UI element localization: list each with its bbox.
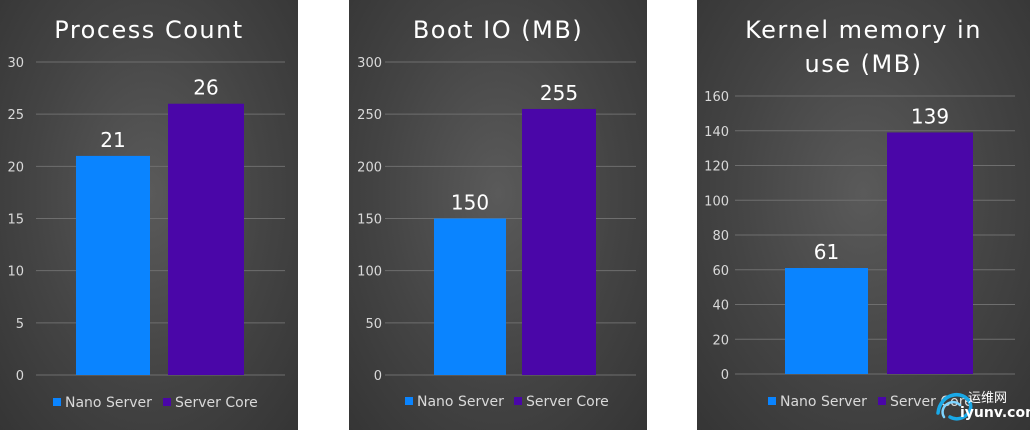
- chart-process-count: Process Count 0 5 10 15 20 25 30 21 26 Nano Server…: [7, 16, 285, 411]
- legend-label-nano-server: Nano Server: [417, 394, 504, 410]
- chart-title: Process Count: [54, 16, 243, 44]
- y-tick-label: 80: [712, 229, 729, 244]
- legend-swatch-server-core: [878, 397, 886, 405]
- y-tick-label: 160: [704, 90, 729, 105]
- swirl-logo-icon: [936, 392, 973, 421]
- legend-swatch-server-core: [163, 398, 171, 406]
- y-tick-label: 25: [7, 108, 24, 123]
- data-label-nano-server: 61: [814, 240, 839, 264]
- y-tick-label: 50: [365, 317, 382, 332]
- y-tick-label: 0: [721, 368, 729, 383]
- y-tick-label: 20: [712, 333, 729, 348]
- chart-title: Boot IO (MB): [413, 16, 583, 44]
- watermark-text-en: iyunv.com: [960, 405, 1030, 421]
- bar-server-core: [168, 103, 244, 375]
- legend-swatch-server-core: [514, 397, 522, 405]
- y-tick-label: 60: [712, 264, 729, 279]
- y-tick-label: 0: [16, 369, 24, 384]
- y-tick-label: 30: [7, 56, 24, 71]
- data-label-server-core: 255: [540, 81, 578, 105]
- watermark-text-cn: 运维网: [968, 391, 1008, 406]
- chart-kernel-memory: Kernel memory in use (MB) 0 20 40 60 80 100 120 1…: [704, 16, 1015, 410]
- y-tick-label: 100: [357, 265, 382, 280]
- chart-boot-io: Boot IO (MB) 0 50 100 150 200 250 300 150 255 Nano…: [357, 16, 636, 410]
- data-label-nano-server: 150: [451, 191, 489, 215]
- y-tick-label: 250: [357, 108, 382, 123]
- legend-label-nano-server: Nano Server: [65, 395, 152, 411]
- chart-panel-boot-io: Boot IO (MB) 0 50 100 150 200 250 300 150 255 Nano…: [349, 0, 647, 430]
- chart-panel-process-count: Process Count 0 5 10 15 20 25 30 21 26 Nano Server…: [0, 0, 298, 430]
- bar-server-core: [887, 132, 973, 374]
- legend-swatch-nano-server: [405, 397, 413, 405]
- y-tick-label: 300: [357, 56, 382, 71]
- bar-nano-server: [434, 218, 506, 375]
- y-tick-label: 120: [704, 160, 729, 175]
- chart-title-line-1: Kernel memory in: [745, 16, 982, 44]
- y-tick-label: 150: [357, 213, 382, 228]
- legend-swatch-nano-server: [768, 397, 776, 405]
- y-tick-label: 100: [704, 194, 729, 209]
- bar-server-core: [522, 108, 596, 375]
- legend-label-server-core: Server Core: [890, 394, 973, 410]
- legend-label-nano-server: Nano Server: [780, 394, 867, 410]
- chart-title-line-2: use (MB): [804, 50, 922, 78]
- y-tick-label: 140: [704, 125, 729, 140]
- bar-nano-server: [76, 155, 150, 375]
- legend-label-server-core: Server Core: [526, 394, 609, 410]
- y-tick-label: 15: [7, 213, 24, 228]
- y-tick-label: 5: [16, 317, 24, 332]
- data-label-server-core: 26: [193, 76, 218, 100]
- y-tick-label: 20: [7, 160, 24, 175]
- y-tick-label: 200: [357, 160, 382, 175]
- bar-nano-server: [785, 268, 868, 374]
- legend-swatch-nano-server: [53, 398, 61, 406]
- chart-panel-kernel-memory: Kernel memory in use (MB) 0 20 40 60 80 100 120 1…: [697, 0, 1030, 430]
- y-tick-label: 40: [712, 299, 729, 314]
- watermark: 运维网 iyunv.com: [930, 383, 1030, 430]
- y-tick-label: 10: [7, 265, 24, 280]
- y-tick-label: 0: [374, 369, 382, 384]
- data-label-server-core: 139: [911, 104, 949, 128]
- data-label-nano-server: 21: [100, 128, 125, 152]
- legend-label-server-core: Server Core: [175, 395, 258, 411]
